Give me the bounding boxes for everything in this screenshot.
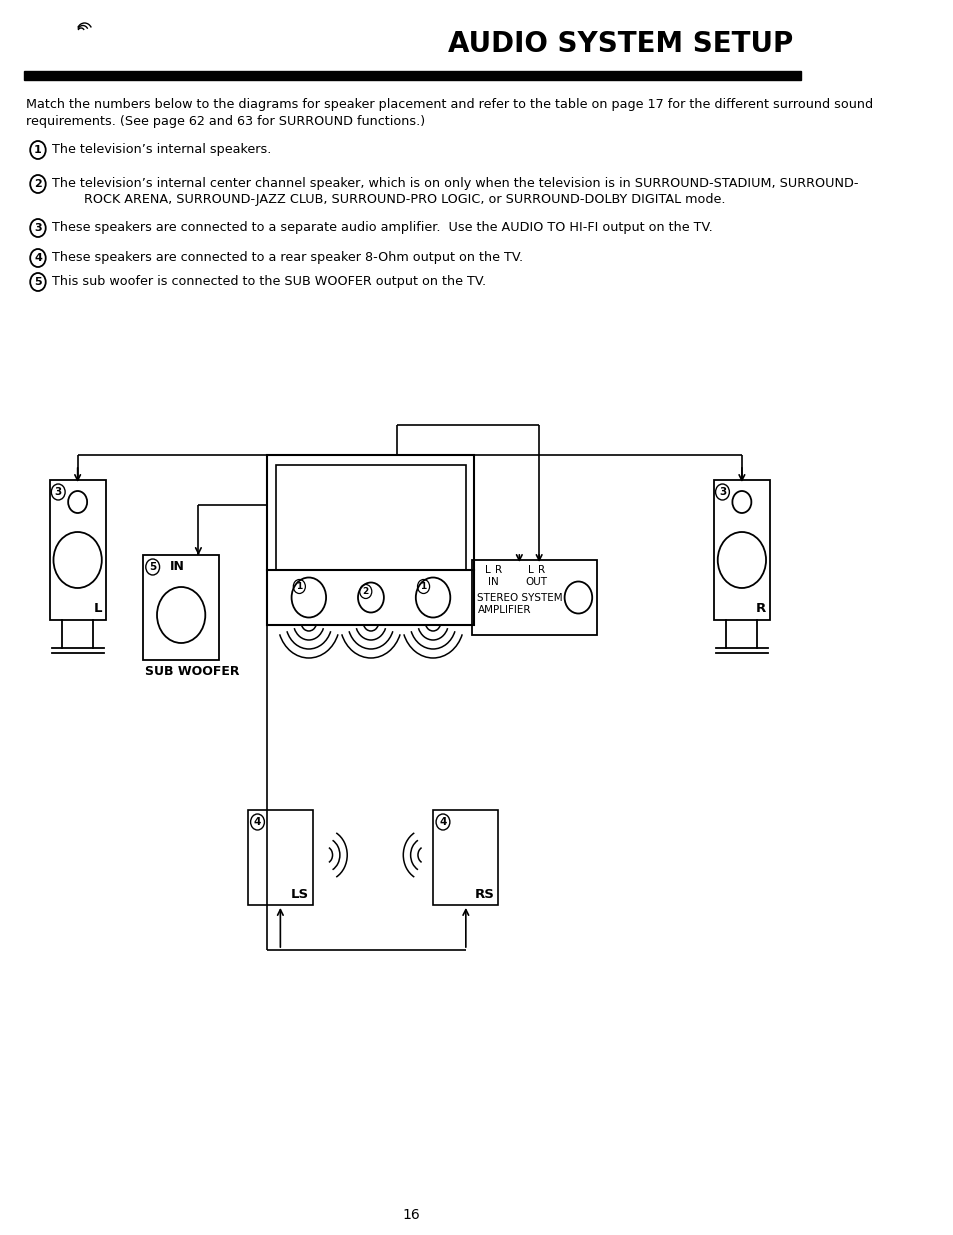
- Text: R: R: [494, 564, 501, 576]
- Text: These speakers are connected to a separate audio amplifier.  Use the AUDIO TO HI: These speakers are connected to a separa…: [51, 221, 712, 233]
- Text: 4: 4: [34, 253, 42, 263]
- Text: This sub woofer is connected to the SUB WOOFER output on the TV.: This sub woofer is connected to the SUB …: [51, 275, 485, 288]
- Text: 4: 4: [438, 818, 446, 827]
- Text: Match the numbers below to the diagrams for speaker placement and refer to the t: Match the numbers below to the diagrams …: [26, 98, 872, 128]
- Text: 3: 3: [719, 487, 725, 496]
- Bar: [143, 555, 219, 659]
- Text: 1: 1: [34, 144, 42, 156]
- Text: R: R: [537, 564, 544, 576]
- Text: L: L: [528, 564, 534, 576]
- Bar: [248, 810, 313, 905]
- Text: AMPLIFIER: AMPLIFIER: [477, 605, 531, 615]
- Text: 1: 1: [420, 582, 426, 592]
- Text: SUB WOOFER: SUB WOOFER: [145, 664, 239, 678]
- Text: The television’s internal speakers.: The television’s internal speakers.: [51, 143, 271, 156]
- Text: These speakers are connected to a rear speaker 8-Ohm output on the TV.: These speakers are connected to a rear s…: [51, 251, 522, 264]
- Bar: [275, 466, 465, 571]
- Text: AUDIO SYSTEM SETUP: AUDIO SYSTEM SETUP: [448, 30, 793, 58]
- Text: L: L: [93, 601, 102, 615]
- Text: The television’s internal center channel speaker, which is on only when the tele: The television’s internal center channel…: [51, 177, 858, 206]
- Bar: [713, 480, 769, 620]
- Text: 5: 5: [149, 562, 156, 572]
- Bar: [433, 810, 497, 905]
- Bar: [267, 454, 474, 625]
- Text: R: R: [756, 601, 765, 615]
- Text: 4: 4: [253, 818, 261, 827]
- Text: 3: 3: [34, 224, 42, 233]
- Text: IN: IN: [170, 561, 185, 573]
- Text: STEREO SYSTEM: STEREO SYSTEM: [477, 593, 562, 603]
- Text: 5: 5: [34, 277, 42, 287]
- Text: 16: 16: [402, 1208, 420, 1221]
- Bar: [472, 559, 597, 635]
- Text: OUT: OUT: [524, 577, 547, 587]
- Text: 1: 1: [296, 582, 302, 592]
- Text: 2: 2: [362, 587, 369, 597]
- Bar: [50, 480, 106, 620]
- Text: RS: RS: [475, 888, 495, 902]
- Text: IN: IN: [487, 577, 497, 587]
- Text: 2: 2: [34, 179, 42, 189]
- Text: LS: LS: [291, 888, 309, 902]
- Text: 3: 3: [54, 487, 62, 496]
- Text: L: L: [484, 564, 490, 576]
- Bar: [24, 70, 800, 80]
